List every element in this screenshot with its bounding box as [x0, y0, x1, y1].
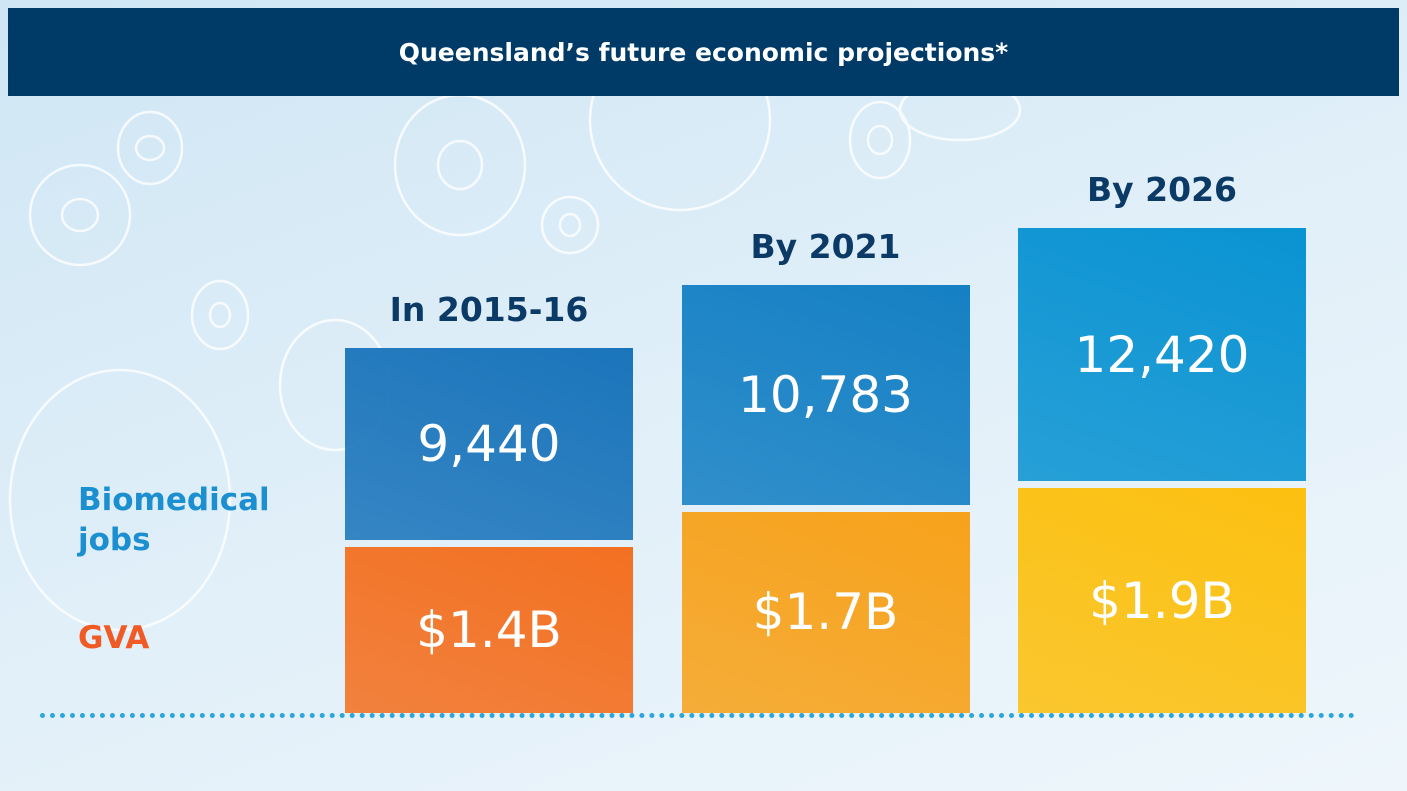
- bar-segment: [1018, 488, 1306, 713]
- bar-segment: [345, 547, 633, 713]
- value-label: 12,420: [1074, 325, 1250, 384]
- baseline: [40, 713, 1355, 718]
- value-label: $1.4B: [416, 601, 562, 660]
- value-label: $1.7B: [752, 583, 899, 642]
- bar-segment: [345, 347, 633, 541]
- legend-label: Biomedical jobs: [78, 482, 270, 559]
- value-label: 10,783: [738, 365, 913, 424]
- bar-segment: [681, 511, 970, 713]
- value-label: 9,440: [417, 415, 561, 474]
- chart-title: Queensland’s future economic projections…: [8, 8, 1399, 96]
- category-label: In 2015-16: [389, 289, 589, 329]
- bar-segment: [1018, 228, 1306, 481]
- category-label: By 2021: [750, 227, 901, 267]
- category-label: By 2026: [1087, 170, 1237, 209]
- legend-label: GVA: [78, 620, 150, 656]
- value-label: $1.9B: [1089, 571, 1235, 630]
- bar-segment: [681, 285, 970, 505]
